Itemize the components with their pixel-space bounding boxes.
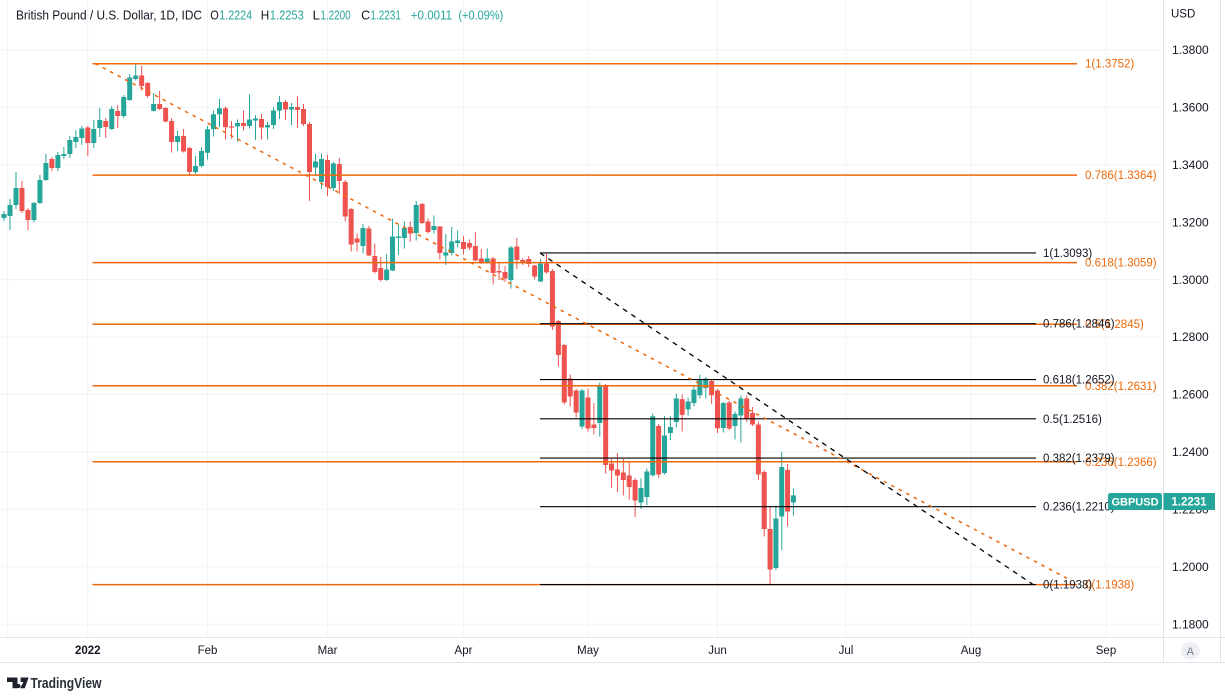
svg-text:1.2231: 1.2231 xyxy=(370,8,401,23)
svg-text:1.3600: 1.3600 xyxy=(1172,101,1209,115)
svg-text:+0.0011: +0.0011 xyxy=(411,8,452,23)
svg-text:1(1.3752): 1(1.3752) xyxy=(1085,59,1134,71)
svg-text:Jun: Jun xyxy=(708,645,727,657)
svg-text:GBPUSD: GBPUSD xyxy=(1111,497,1158,509)
svg-text:1.2600: 1.2600 xyxy=(1172,388,1209,402)
svg-text:0.236(1.2210): 0.236(1.2210) xyxy=(1043,502,1115,514)
svg-text:0(1.1938): 0(1.1938) xyxy=(1043,580,1092,592)
svg-text:1.2800: 1.2800 xyxy=(1172,330,1209,344)
svg-text:May: May xyxy=(577,645,599,657)
svg-text:(+0.09%): (+0.09%) xyxy=(458,8,503,23)
svg-text:L: L xyxy=(313,8,321,23)
svg-text:0.618(1.3059): 0.618(1.3059) xyxy=(1085,258,1157,270)
svg-text:Apr: Apr xyxy=(455,645,473,657)
svg-text:0.5(1.2845): 0.5(1.2845) xyxy=(1085,319,1144,331)
svg-text:C: C xyxy=(361,8,370,23)
svg-text:0.5(1.2516): 0.5(1.2516) xyxy=(1043,414,1102,426)
svg-text:Sep: Sep xyxy=(1096,645,1116,657)
svg-text:0.236(1.2366): 0.236(1.2366) xyxy=(1085,457,1157,469)
svg-text:TradingView: TradingView xyxy=(31,676,103,692)
svg-text:1(1.3093): 1(1.3093) xyxy=(1043,248,1092,260)
svg-text:H: H xyxy=(261,8,270,23)
svg-text:Mar: Mar xyxy=(318,645,338,657)
svg-text:A: A xyxy=(1187,646,1195,658)
svg-text:1.3200: 1.3200 xyxy=(1172,215,1209,229)
svg-text:1.2200: 1.2200 xyxy=(320,8,350,23)
svg-text:1.3000: 1.3000 xyxy=(1172,273,1209,287)
svg-text:1.2400: 1.2400 xyxy=(1172,445,1209,459)
svg-text:0.382(1.2631): 0.382(1.2631) xyxy=(1085,381,1157,393)
svg-text:1.3800: 1.3800 xyxy=(1172,43,1209,57)
svg-text:1.2253: 1.2253 xyxy=(270,8,304,23)
svg-text:1.2000: 1.2000 xyxy=(1172,560,1209,574)
svg-text:0.786(1.2846): 0.786(1.2846) xyxy=(1043,319,1115,331)
svg-text:Aug: Aug xyxy=(961,645,981,657)
svg-text:2022: 2022 xyxy=(75,645,101,657)
svg-text:1.3400: 1.3400 xyxy=(1172,158,1209,172)
svg-text:Feb: Feb xyxy=(198,645,218,657)
svg-text:0.382(1.2379): 0.382(1.2379) xyxy=(1043,453,1115,465)
svg-text:O: O xyxy=(210,8,219,23)
svg-text:0.786(1.3364): 0.786(1.3364) xyxy=(1085,170,1157,182)
svg-text:0.618(1.2652): 0.618(1.2652) xyxy=(1043,375,1115,387)
svg-text:1.1800: 1.1800 xyxy=(1172,617,1209,631)
svg-text:1.2231: 1.2231 xyxy=(1171,497,1207,509)
svg-text:1.2224: 1.2224 xyxy=(219,8,252,23)
svg-text:Jul: Jul xyxy=(839,645,854,657)
svg-text:0(1.1938): 0(1.1938) xyxy=(1085,580,1134,592)
svg-text:USD: USD xyxy=(1171,9,1195,21)
svg-text:British Pound / U.S. Dollar, 1: British Pound / U.S. Dollar, 1D, IDC xyxy=(16,8,202,23)
